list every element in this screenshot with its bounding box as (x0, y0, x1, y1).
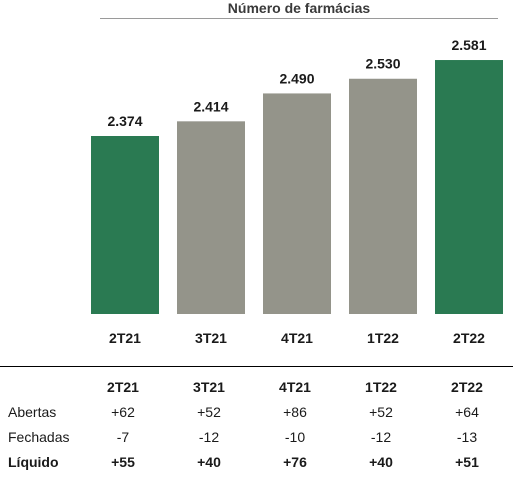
data-label-1T22: 2.530 (365, 56, 400, 72)
table-header-blank (0, 374, 80, 399)
table-cell: +40 (197, 453, 221, 470)
bar-3T21 (177, 121, 245, 314)
category-label-2T21: 2T21 (109, 330, 141, 346)
table-cell: +62 (111, 403, 135, 420)
category-label-2T22: 2T22 (453, 330, 485, 346)
bar-chart: 2.374 2T21 2.414 3T21 2.490 4T21 2.530 1T22 2.58… (91, 37, 503, 346)
bar-2T21 (91, 136, 159, 314)
table-top-rule (0, 366, 513, 367)
row-label: Abertas (8, 403, 57, 420)
table-cell: +76 (283, 453, 307, 470)
category-label-3T21: 3T21 (195, 330, 227, 346)
bar-1T22 (349, 78, 417, 314)
table-cell: +52 (369, 403, 393, 420)
table-cell: -10 (284, 428, 306, 445)
row-label: Líquido (8, 453, 59, 470)
bar-2T22 (435, 60, 503, 314)
data-label-4T21: 2.490 (279, 70, 314, 86)
table-header-cell: 2T22 (451, 378, 483, 395)
table-cell: +86 (283, 403, 307, 420)
table-cell: +51 (455, 453, 479, 470)
table-header-cell: 3T21 (193, 378, 225, 395)
bar-4T21 (263, 93, 331, 314)
category-label-1T22: 1T22 (367, 330, 399, 346)
table-row-liquido: Líquido +55 +40 +76 +40 +51 (0, 449, 510, 474)
table-cell: +64 (455, 403, 479, 420)
table-cell: -12 (370, 428, 392, 445)
table-cell: -12 (198, 428, 220, 445)
table-cell: +55 (111, 453, 135, 470)
category-label-4T21: 4T21 (281, 330, 313, 346)
table-header-cell: 4T21 (279, 378, 311, 395)
table-cell: -13 (456, 428, 478, 445)
chart-title: Número de farmácias (227, 0, 371, 16)
table-row-abertas: Abertas +62 +52 +86 +52 +64 (0, 399, 510, 424)
row-label: Fechadas (8, 428, 70, 445)
table-header-cell: 2T21 (107, 378, 139, 395)
table-cell: +52 (197, 403, 221, 420)
pharmacy-movement-table: 2T21 3T21 4T21 1T22 2T22 Abertas +62 +52… (0, 374, 510, 474)
table-header-cell: 1T22 (365, 378, 397, 395)
table-cell: +40 (369, 453, 393, 470)
data-label-2T22: 2.581 (451, 37, 486, 53)
table-header-row: 2T21 3T21 4T21 1T22 2T22 (0, 374, 510, 399)
table-cell: -7 (116, 428, 130, 445)
data-label-2T21: 2.374 (107, 113, 142, 129)
data-label-3T21: 2.414 (193, 98, 228, 114)
table-row-fechadas: Fechadas -7 -12 -10 -12 -13 (0, 424, 510, 449)
title-underline (100, 18, 498, 19)
